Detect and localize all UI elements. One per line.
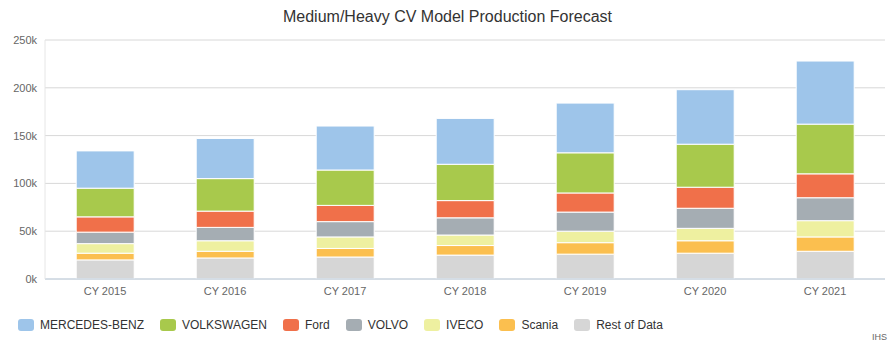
html-text:Ford: Ford [304,318,330,332]
html-text:IVECO: IVECO [446,318,484,332]
svg-text:50k: 50k [19,225,37,237]
svg-text:0k: 0k [25,273,37,285]
html-text:Scania: Scania [521,318,559,332]
html-text:VOLKSWAGEN: VOLKSWAGEN [182,318,267,332]
svg-text:200k: 200k [13,82,37,94]
svg-text:CY 2017: CY 2017 [324,285,367,297]
svg-text:CY 2018: CY 2018 [444,285,487,297]
svg-text:CY 2019: CY 2019 [564,285,607,297]
svg-text:150k: 150k [13,130,37,142]
html-text:Medium/Heavy CV Model Producti: Medium/Heavy CV Model Production Forecas… [283,8,612,25]
svg-text:250k: 250k [13,34,37,46]
svg-text:CY 2015: CY 2015 [84,285,127,297]
svg-text:CY 2016: CY 2016 [204,285,247,297]
html-text:IHS: IHS [872,332,887,342]
svg-text:CY 2020: CY 2020 [684,285,727,297]
html-text:MERCEDES-BENZ: MERCEDES-BENZ [40,318,144,332]
html-text:Rest of Data: Rest of Data [596,318,663,332]
svg-text:CY 2021: CY 2021 [804,285,847,297]
svg-text:100k: 100k [13,177,37,189]
html-text:VOLVO: VOLVO [367,318,409,332]
